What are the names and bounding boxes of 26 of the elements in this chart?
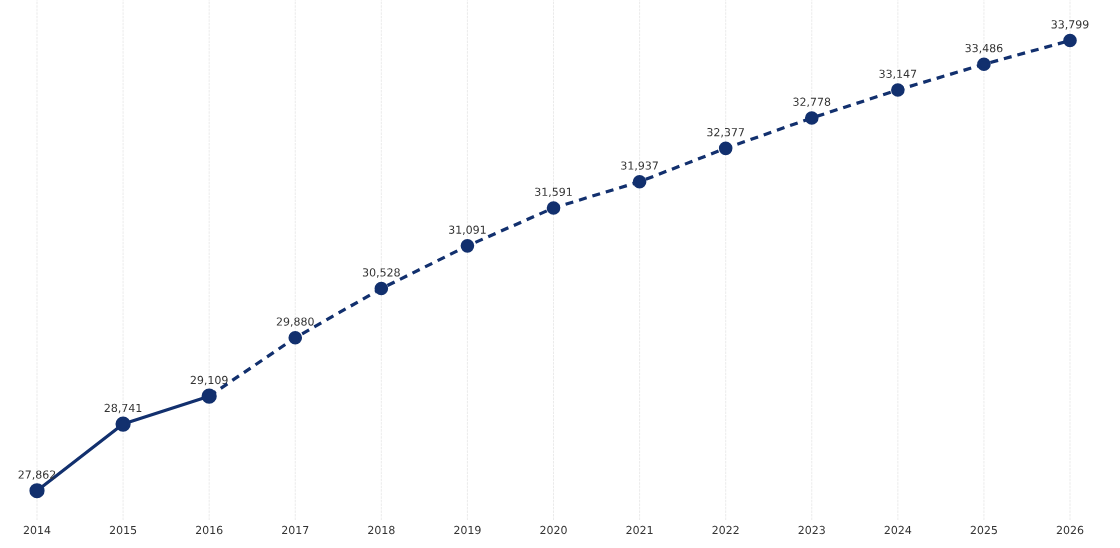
data-label: 32,377 xyxy=(707,128,744,138)
data-label: 33,486 xyxy=(965,43,1003,54)
data-label: 29,880 xyxy=(276,317,314,327)
data-label: 29,109 xyxy=(190,375,228,386)
x-tick-label: 2017 xyxy=(282,525,309,535)
data-label: 31,937 xyxy=(621,161,658,171)
data-label: 30,528 xyxy=(362,268,400,278)
x-tick-label: 2023 xyxy=(798,525,825,535)
data-label: 33,799 xyxy=(1051,20,1089,30)
x-tick-label: 2024 xyxy=(884,525,912,535)
x-tick-label: 2022 xyxy=(712,525,739,535)
data-label: 27,862 xyxy=(18,470,56,480)
x-tick-label: 2021 xyxy=(626,525,653,535)
x-tick-label: 2019 xyxy=(454,525,481,535)
data-label: 32,778 xyxy=(793,97,831,108)
x-tick-label: 2015 xyxy=(109,525,137,535)
x-tick-label: 2025 xyxy=(970,525,997,535)
x-tick-label: 2018 xyxy=(368,525,395,535)
data-label: 31,591 xyxy=(535,187,572,198)
data-label: 31,091 xyxy=(449,225,486,236)
data-label: 28,741 xyxy=(104,403,142,414)
x-tick-label: 2016 xyxy=(195,525,223,535)
x-tick-label: 2026 xyxy=(1056,525,1084,535)
x-tick-label: 2014 xyxy=(23,525,51,535)
data-label: 33,147 xyxy=(879,69,917,80)
x-tick-label: 2020 xyxy=(540,525,567,535)
